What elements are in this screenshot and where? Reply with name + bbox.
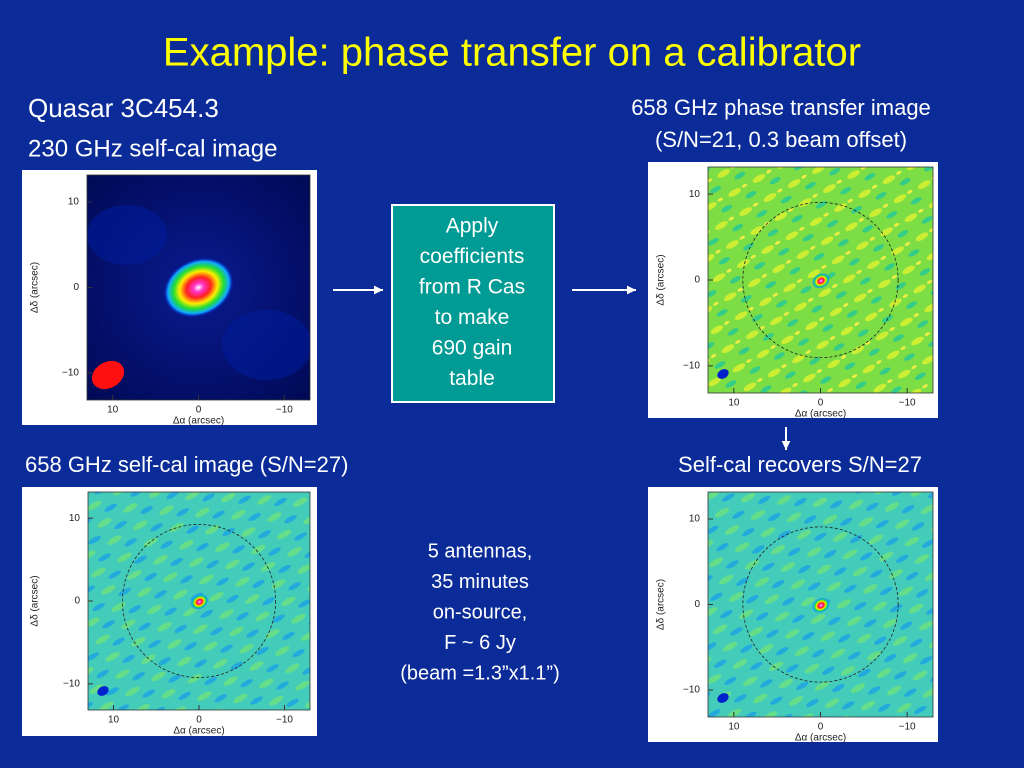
source [812, 597, 830, 613]
x-tick-label: 10 [108, 715, 120, 726]
note: 5 antennas, [428, 540, 533, 562]
y-tick-label: −10 [62, 368, 79, 379]
source [190, 594, 209, 610]
arrow-head [781, 440, 791, 450]
x-tick-label: 10 [107, 405, 119, 416]
y-tick-label: 10 [68, 197, 80, 208]
arrow-head [626, 285, 636, 295]
y-tick-label: 10 [689, 189, 701, 200]
caption: 230 GHz self-cal image [28, 135, 277, 162]
image [708, 167, 933, 393]
x-tick-label: 0 [196, 715, 202, 726]
slide-title: Example: phase transfer on a calibrator [163, 31, 861, 75]
content: Example: phase transfer on a calibrator Q… [22, 31, 938, 744]
shade [87, 205, 167, 265]
x-tick-label: −10 [276, 715, 293, 726]
image [708, 492, 933, 717]
image [88, 492, 310, 710]
source [163, 257, 234, 318]
caption: Quasar 3C454.3 [28, 93, 219, 123]
x-tick-label: −10 [899, 722, 916, 733]
y-tick-label: 0 [74, 596, 80, 607]
y-tick-label: −10 [683, 685, 700, 696]
beam [717, 369, 729, 379]
caption: Self-cal recovers S/N=27 [678, 452, 922, 477]
x-tick-label: 0 [818, 722, 824, 733]
primary-beam [122, 524, 276, 678]
box-text: Apply [446, 215, 499, 238]
x-tick-label: −10 [276, 405, 293, 416]
source [812, 273, 830, 289]
x-axis-label: Δα (arcsec) [795, 409, 846, 420]
x-tick-label: −10 [899, 398, 916, 409]
box-text: from R Cas [419, 276, 525, 299]
box-text: table [449, 367, 495, 390]
y-tick-label: 0 [694, 275, 700, 286]
caption: (S/N=21, 0.3 beam offset) [655, 127, 907, 152]
beam [97, 686, 109, 696]
shade [222, 310, 310, 380]
x-axis-label: Δα (arcsec) [173, 416, 224, 427]
y-tick-label: −10 [63, 678, 80, 689]
y-tick-label: 10 [69, 513, 81, 524]
y-tick-label: 0 [73, 282, 79, 293]
box-text: to make [435, 306, 510, 329]
caption: 658 GHz phase transfer image [631, 95, 931, 120]
box-text: coefficients [420, 245, 525, 268]
y-axis-label: Δδ (arcsec) [30, 262, 41, 313]
y-axis-label: Δδ (arcsec) [656, 254, 667, 305]
primary-beam [742, 526, 899, 683]
x-axis-label: Δα (arcsec) [173, 726, 224, 737]
y-tick-label: 10 [689, 514, 701, 525]
note: (beam =1.3”x1.1”) [400, 662, 560, 684]
beam [717, 693, 729, 703]
note: 35 minutes [431, 571, 529, 593]
arrow-head [373, 285, 383, 295]
y-axis-label: Δδ (arcsec) [30, 575, 41, 626]
x-tick-label: 0 [818, 398, 824, 409]
x-tick-label: 10 [728, 722, 740, 733]
y-axis-label: Δδ (arcsec) [656, 579, 667, 630]
x-axis-label: Δα (arcsec) [795, 733, 846, 744]
caption: 658 GHz self-cal image (S/N=27) [25, 452, 348, 477]
beam [91, 360, 125, 390]
primary-beam [742, 201, 899, 359]
y-tick-label: 0 [694, 599, 700, 610]
y-tick-label: −10 [683, 361, 700, 372]
x-tick-label: 0 [196, 405, 202, 416]
image [87, 175, 310, 400]
x-tick-label: 10 [728, 398, 740, 409]
box-text: 690 gain [432, 337, 513, 360]
process-box [391, 204, 555, 403]
note: F ~ 6 Jy [444, 632, 516, 654]
note: on-source, [433, 601, 528, 623]
